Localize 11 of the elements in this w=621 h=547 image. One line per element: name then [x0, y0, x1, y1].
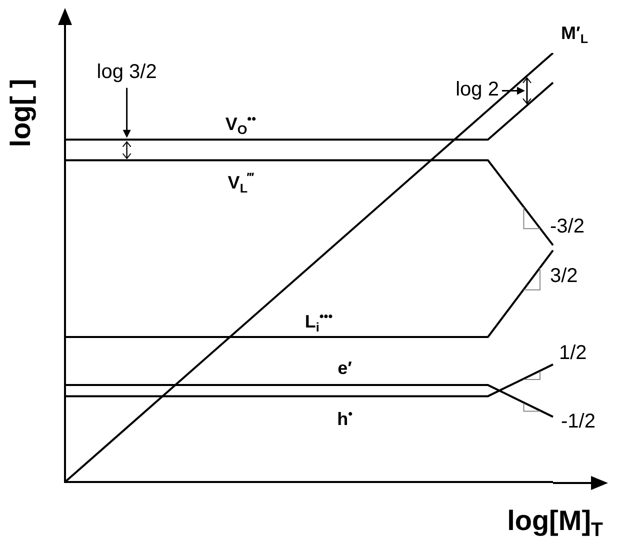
y-axis-title: log[ ]: [5, 78, 36, 148]
x-axis-title: log[M]$_{T}$: [507, 505, 604, 541]
text: 1/2: [559, 342, 587, 364]
annotation: log 3/2: [96, 60, 157, 83]
series-label: M′$_{L}$: [561, 23, 588, 46]
text: -1/2: [561, 410, 596, 433]
annotation: -3/2: [550, 216, 584, 238]
series-label: e′: [338, 358, 352, 378]
annotation: log 2: [456, 78, 499, 101]
series-label: h$^{•}$: [337, 406, 352, 429]
annotation: 3/2: [550, 265, 578, 288]
